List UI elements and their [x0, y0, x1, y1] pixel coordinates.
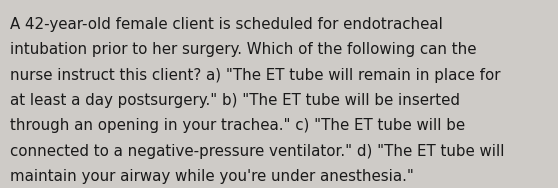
Text: at least a day postsurgery." b) "The ET tube will be inserted: at least a day postsurgery." b) "The ET … [10, 93, 460, 108]
Text: nurse instruct this client? a) "The ET tube will remain in place for: nurse instruct this client? a) "The ET t… [10, 68, 501, 83]
Text: through an opening in your trachea." c) "The ET tube will be: through an opening in your trachea." c) … [10, 118, 465, 133]
Text: A 42-year-old female client is scheduled for endotracheal: A 42-year-old female client is scheduled… [10, 17, 443, 32]
Text: intubation prior to her surgery. Which of the following can the: intubation prior to her surgery. Which o… [10, 42, 477, 57]
Text: maintain your airway while you're under anesthesia.": maintain your airway while you're under … [10, 169, 414, 184]
Text: connected to a negative-pressure ventilator." d) "The ET tube will: connected to a negative-pressure ventila… [10, 144, 504, 159]
